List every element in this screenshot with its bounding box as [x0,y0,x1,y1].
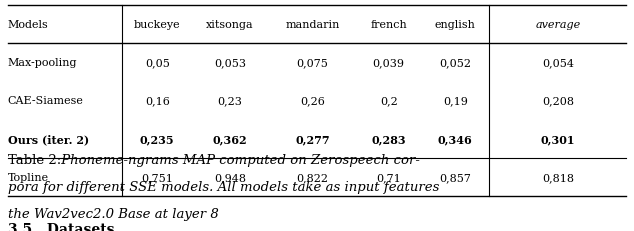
Text: 0,301: 0,301 [541,134,575,145]
Text: french: french [370,20,407,30]
Text: 0,818: 0,818 [542,172,574,182]
Text: english: english [435,20,476,30]
Text: 0,948: 0,948 [214,172,246,182]
Text: 0,052: 0,052 [439,58,471,68]
Text: 0,075: 0,075 [297,58,328,68]
Text: 0,283: 0,283 [372,134,406,145]
Text: mandarin: mandarin [285,20,340,30]
Text: 3.5.  Datasets: 3.5. Datasets [8,222,114,231]
Text: Topline: Topline [8,172,49,182]
Text: 0,751: 0,751 [141,172,173,182]
Text: Ours (iter. 2): Ours (iter. 2) [8,134,89,145]
Text: CAE-Siamese: CAE-Siamese [8,96,84,106]
Text: the Wav2vec2.0 Base at layer 8: the Wav2vec2.0 Base at layer 8 [8,207,218,220]
Text: 0,26: 0,26 [300,96,325,106]
Text: 0,362: 0,362 [213,134,247,145]
Text: Table 2:: Table 2: [8,154,65,167]
Text: 0,053: 0,053 [214,58,246,68]
Text: 0,054: 0,054 [542,58,574,68]
Text: Models: Models [8,20,48,30]
Text: 0,822: 0,822 [297,172,328,182]
Text: 0,2: 0,2 [380,96,398,106]
Text: 0,235: 0,235 [140,134,174,145]
Text: 0,039: 0,039 [373,58,404,68]
Text: buckeye: buckeye [134,20,181,30]
Text: 0,16: 0,16 [145,96,170,106]
Text: Phoneme-ngrams MAP computed on Zerospeech cor-: Phoneme-ngrams MAP computed on Zerospeec… [57,154,420,167]
Text: 0,23: 0,23 [217,96,243,106]
Text: xitsonga: xitsonga [206,20,254,30]
Text: pora for different SSE models. All models take as input features: pora for different SSE models. All model… [8,180,439,193]
Text: 0,346: 0,346 [438,134,472,145]
Text: 0,05: 0,05 [145,58,170,68]
Text: 0,208: 0,208 [542,96,574,106]
Text: 0,277: 0,277 [295,134,330,145]
Text: 0,71: 0,71 [376,172,401,182]
Text: 0,857: 0,857 [439,172,471,182]
Text: 0,19: 0,19 [443,96,468,106]
Text: Max-pooling: Max-pooling [8,58,77,68]
Text: average: average [535,20,581,30]
